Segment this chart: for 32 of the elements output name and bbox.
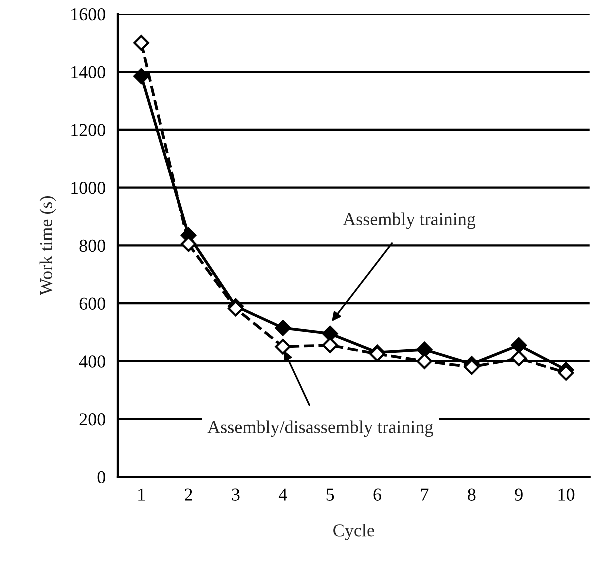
point <box>511 350 528 366</box>
annotation: Assembly/disassembly training <box>208 420 434 438</box>
x-tick-label: 5 <box>326 488 334 501</box>
y-tick-label: 200 <box>80 414 106 426</box>
point <box>275 320 292 336</box>
annotation: Assembly training <box>343 212 476 230</box>
y-tick-label: 600 <box>80 298 106 310</box>
y-tick-label: 1200 <box>72 124 106 136</box>
x-tick-label: 8 <box>468 488 476 501</box>
y-tick-label: 1400 <box>72 66 106 79</box>
y-tick-label: 1600 <box>72 8 106 21</box>
y-tick-label: 400 <box>79 356 106 368</box>
x-axis-title: Cycle <box>334 524 374 540</box>
y-tick-label: 800 <box>80 240 106 252</box>
point <box>134 68 150 84</box>
x-tick-label: 4 <box>278 488 288 501</box>
point <box>322 338 338 354</box>
point <box>511 338 528 354</box>
point <box>275 339 292 355</box>
x-tick-label: 10 <box>558 488 575 501</box>
y-axis-title: Work time (s) <box>40 196 56 296</box>
y-tick-label: 0 <box>98 471 106 484</box>
x-tick-label: 7 <box>421 488 429 501</box>
x-tick-label: 2 <box>185 488 192 501</box>
x-tick-label: 6 <box>374 488 382 501</box>
x-tick-label: 3 <box>232 488 240 501</box>
point <box>134 35 150 52</box>
point <box>416 342 433 358</box>
x-tick-label: 1 <box>138 488 145 501</box>
y-tick-label: 1000 <box>72 182 106 194</box>
point <box>322 326 338 342</box>
x-tick-label: 9 <box>515 488 523 501</box>
